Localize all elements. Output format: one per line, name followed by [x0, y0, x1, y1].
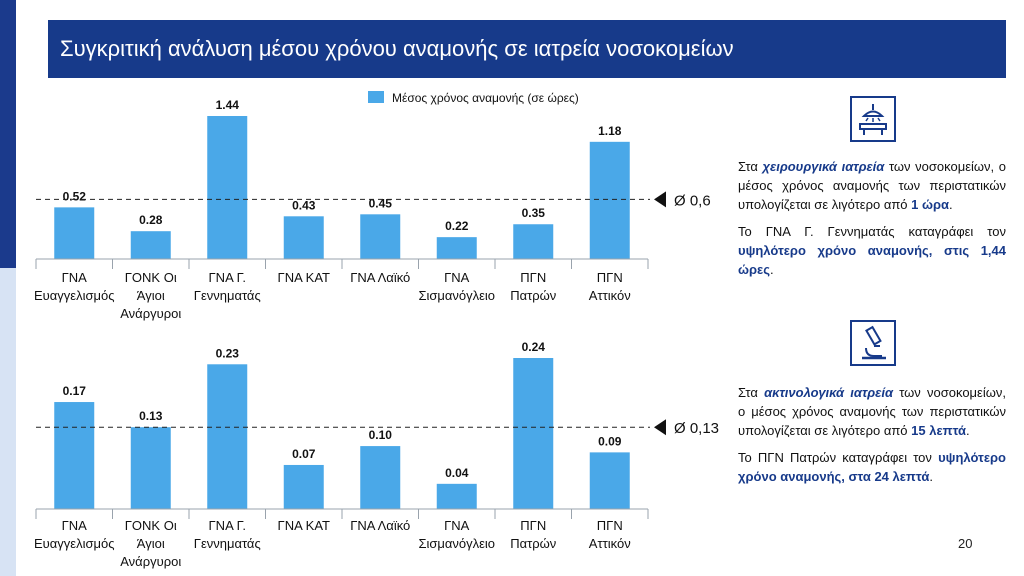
bar [436, 237, 477, 259]
legend-swatch [368, 91, 384, 103]
page-number: 20 [958, 536, 973, 551]
category-label: Γεννηματάς [194, 536, 261, 551]
data-label: 0.17 [63, 384, 87, 398]
note-highlight: ακτινολογικά ιατρεία [764, 385, 894, 400]
data-label: 0.13 [139, 409, 163, 423]
category-label: Ευαγγελισμός [34, 288, 115, 303]
category-label: ΓΝΑ ΚΑΤ [278, 270, 330, 285]
surgical-lamp-icon [850, 96, 896, 142]
category-label: ΓΝΑ Λαϊκό [350, 518, 410, 533]
bar [130, 231, 171, 259]
average-marker [654, 191, 666, 208]
average-label: Ø 0,6 [674, 192, 711, 209]
data-label: 0.45 [369, 196, 393, 210]
radiology-wait-chart: 0.17 ΓΝΑ Ευαγγελισμός 0.13 ΓΟΝΚ Οι Άγιοι Ανάργ… [34, 340, 719, 569]
category-label: ΓΝΑ [62, 518, 88, 533]
category-label: ΓΝΑ Γ. [209, 270, 246, 285]
note-text: Το ΠΓΝ Πατρών καταγράφει τον [738, 450, 939, 465]
note-text: των νοσοκομείων, ο μέσος χρόνος αναμονής… [738, 385, 1006, 438]
note-text: . [949, 197, 953, 212]
category-label: ΓΝΑ [444, 270, 470, 285]
bar [513, 358, 554, 509]
note-bold: 1 ώρα [911, 197, 950, 212]
bar [54, 207, 95, 259]
bar [283, 464, 324, 509]
category-label: Ανάργυροι [120, 554, 181, 569]
bar [207, 364, 248, 509]
note-bold: υψηλότερο χρόνο αναμονής, στα 24 λεπτά [738, 450, 1006, 484]
microscope-icon [850, 320, 896, 366]
bar [436, 483, 477, 509]
note-bold: υψηλότερο χρόνο αναμονής, στις 1,44 ώρες [738, 243, 1006, 277]
legend-label: Μέσος χρόνος αναμονής (σε ώρες) [392, 91, 579, 105]
data-label: 0.28 [139, 213, 163, 227]
data-label: 0.43 [292, 198, 316, 212]
category-label: Άγιοι [137, 288, 165, 303]
category-label: ΓΝΑ Λαϊκό [350, 270, 410, 285]
bar [360, 214, 401, 259]
bar [207, 116, 248, 259]
category-label: ΠΓΝ [597, 270, 623, 285]
data-label: 0.24 [522, 340, 546, 354]
average-label: Ø 0,13 [674, 420, 719, 437]
category-label: Πατρών [510, 288, 556, 303]
data-label: 0.07 [292, 447, 316, 461]
left-accent-bar-light [0, 268, 16, 576]
note-text: Το ΓΝΑ Γ. Γεννηματάς καταγράφει τον [738, 224, 1006, 239]
radiology-note: Στα ακτινολογικά ιατρεία των νοσοκομείων… [738, 383, 1006, 494]
note-text: . [769, 262, 774, 277]
bar [589, 141, 630, 259]
data-label: 1.44 [216, 98, 240, 112]
page-title: Συγκριτική ανάλυση μέσου χρόνου αναμονής… [48, 20, 1006, 78]
data-label: 0.23 [216, 346, 240, 360]
data-label: 0.04 [445, 466, 469, 480]
data-label: 0.22 [445, 219, 469, 233]
category-label: Ανάργυροι [120, 306, 181, 321]
category-label: Πατρών [510, 536, 556, 551]
note-text: . [966, 423, 970, 438]
category-label: Ευαγγελισμός [34, 536, 115, 551]
surgical-wait-chart: 0.52 ΓΝΑ Ευαγγελισμός 0.28 ΓΟΝΚ Οι Άγιοι Ανάργ… [34, 98, 711, 321]
category-label: Σισμανόγλειο [418, 288, 495, 303]
note-highlight: χειρουργικά ιατρεία [762, 159, 885, 174]
category-label: Γεννηματάς [194, 288, 261, 303]
bar [54, 402, 95, 509]
note-bold: 15 λεπτά [911, 423, 967, 438]
category-label: ΓΟΝΚ Οι [125, 518, 177, 533]
category-label: ΓΝΑ Γ. [209, 518, 246, 533]
category-label: ΓΟΝΚ Οι [125, 270, 177, 285]
bar [283, 216, 324, 259]
category-label: ΠΓΝ [597, 518, 623, 533]
average-marker [654, 419, 666, 436]
note-text: . [929, 469, 933, 484]
note-text: Στα [738, 385, 765, 400]
category-label: ΓΝΑ ΚΑΤ [278, 518, 330, 533]
note-text: Στα [738, 159, 763, 174]
data-label: 0.10 [369, 428, 393, 442]
bar [513, 224, 554, 259]
data-label: 0.35 [522, 206, 546, 220]
category-label: ΓΝΑ [62, 270, 88, 285]
category-label: Άγιοι [137, 536, 165, 551]
bar [360, 446, 401, 509]
bar [130, 427, 171, 509]
category-label: Σισμανόγλειο [418, 536, 495, 551]
note-text: των νοσοκομείων, ο μέσος χρόνος αναμονής… [738, 159, 1006, 212]
data-label: 1.18 [598, 124, 622, 138]
bar [589, 452, 630, 509]
category-label: Αττικόν [589, 536, 631, 551]
category-label: ΠΓΝ [520, 270, 546, 285]
data-label: 0.52 [63, 189, 87, 203]
category-label: ΓΝΑ [444, 518, 470, 533]
left-accent-bar [0, 0, 16, 268]
data-label: 0.09 [598, 434, 622, 448]
surgical-note: Στα χειρουργικά ιατρεία των νοσοκομείων,… [738, 157, 1006, 287]
category-label: ΠΓΝ [520, 518, 546, 533]
category-label: Αττικόν [589, 288, 631, 303]
